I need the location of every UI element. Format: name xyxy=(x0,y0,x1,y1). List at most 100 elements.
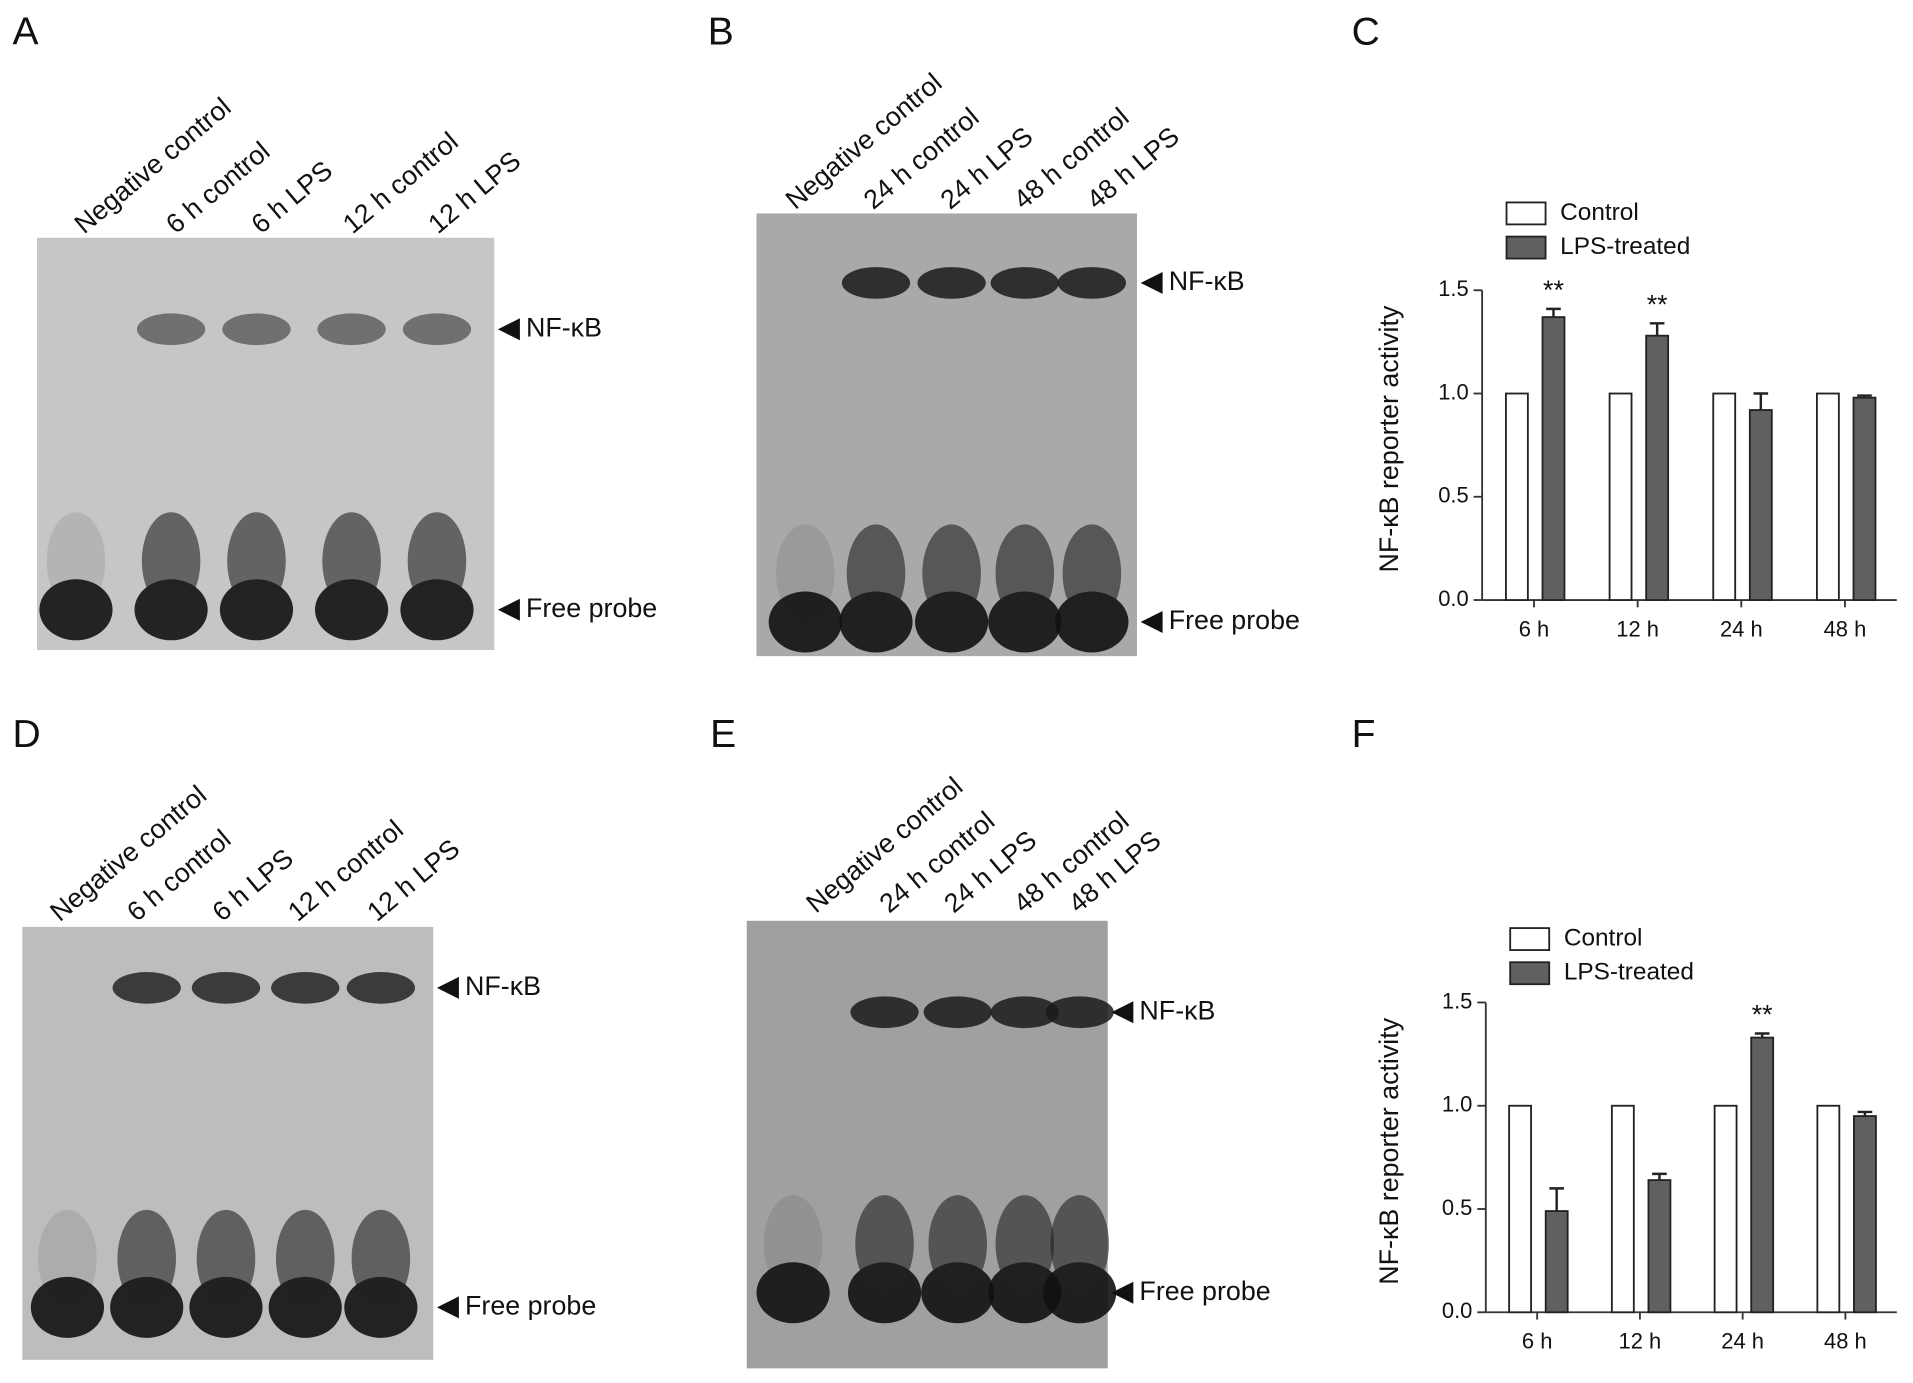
x-tick-label: 48 h xyxy=(1824,616,1867,641)
nfkb-band xyxy=(271,972,340,1004)
error-bar xyxy=(1753,392,1769,411)
bar xyxy=(1508,1104,1532,1314)
x-tick-label: 12 h xyxy=(1619,1329,1662,1354)
legend-swatch xyxy=(1505,235,1547,260)
bar xyxy=(1853,1115,1877,1314)
probe-smear xyxy=(928,1195,987,1293)
x-tick-label: 48 h xyxy=(1824,1329,1867,1354)
nfkb-band xyxy=(841,267,911,299)
probe-smear xyxy=(351,1209,411,1308)
error-bar xyxy=(1549,1187,1565,1212)
legend-label: LPS-treated xyxy=(1564,959,1694,986)
probe-smear xyxy=(38,1209,97,1308)
significance-mark: ** xyxy=(1543,275,1564,305)
y-axis-label: NF-κB reporter activity xyxy=(1374,305,1404,572)
band-label: Free probe xyxy=(465,1290,596,1320)
nfkb-band xyxy=(850,996,919,1029)
nfkb-band xyxy=(917,267,986,299)
panel-letter: A xyxy=(13,10,39,53)
arrowhead xyxy=(1111,1281,1134,1304)
legend-swatch xyxy=(1509,961,1551,986)
probe-smear xyxy=(322,512,381,610)
band-label: Free probe xyxy=(526,593,657,623)
bar xyxy=(1815,392,1840,601)
bar xyxy=(1816,1104,1841,1314)
probe-band xyxy=(768,591,842,653)
probe-band xyxy=(39,579,113,641)
arrowhead xyxy=(1140,611,1163,633)
nfkb-band xyxy=(990,996,1059,1029)
bar xyxy=(1713,1104,1738,1314)
nfkb-band xyxy=(222,313,291,346)
bar xyxy=(1541,316,1566,601)
x-tick-label: 6 h xyxy=(1519,616,1550,641)
probe-smear xyxy=(763,1195,823,1293)
arrowhead xyxy=(1111,1001,1134,1024)
bar xyxy=(1647,1179,1672,1314)
nfkb-band xyxy=(923,996,992,1029)
panel-letter: F xyxy=(1352,713,1376,756)
y-axis-label: NF-κB reporter activity xyxy=(1374,1017,1404,1284)
panel-letter: B xyxy=(708,10,734,53)
error-bar xyxy=(1652,1172,1667,1181)
nfkb-band xyxy=(1057,267,1127,299)
probe-smear xyxy=(995,524,1055,622)
bar xyxy=(1505,392,1529,601)
x-tick-label: 24 h xyxy=(1720,616,1763,641)
bar xyxy=(1544,1210,1569,1314)
arrowhead xyxy=(497,318,520,341)
legend-label: LPS-treated xyxy=(1560,233,1690,260)
band-label: NF-κB xyxy=(526,312,602,342)
probe-smear xyxy=(1062,524,1122,622)
y-tick-label: 0.0 xyxy=(1438,586,1468,611)
significance-mark: ** xyxy=(1752,999,1773,1029)
probe-smear xyxy=(227,512,286,610)
legend-swatch xyxy=(1509,927,1551,951)
probe-band xyxy=(756,1262,830,1324)
y-tick-label: 0.5 xyxy=(1442,1195,1473,1220)
probe-smear xyxy=(117,1209,176,1308)
band-label: Free probe xyxy=(1169,605,1300,635)
probe-smear xyxy=(855,1195,914,1293)
nfkb-band xyxy=(990,267,1059,299)
error-bar xyxy=(1546,307,1561,318)
probe-smear xyxy=(776,524,835,622)
bar xyxy=(1852,396,1877,601)
y-tick-label: 0.5 xyxy=(1438,483,1468,508)
probe-smear xyxy=(995,1195,1055,1293)
probe-smear xyxy=(846,524,906,622)
nfkb-band xyxy=(402,313,472,346)
y-tick-label: 1.5 xyxy=(1442,988,1473,1013)
probe-smear xyxy=(1050,1195,1109,1293)
band-label: NF-κB xyxy=(1139,995,1215,1025)
probe-smear xyxy=(46,512,106,610)
probe-smear xyxy=(141,512,201,610)
panel-letter: E xyxy=(710,713,736,756)
panel-letter: D xyxy=(13,713,41,756)
arrowhead xyxy=(497,598,520,621)
significance-mark: ** xyxy=(1647,289,1668,319)
probe-smear xyxy=(407,512,467,610)
panel-letter: C xyxy=(1352,10,1380,53)
band-label: NF-κB xyxy=(1169,266,1245,296)
x-tick-label: 24 h xyxy=(1721,1329,1764,1354)
y-tick-label: 1.0 xyxy=(1442,1092,1473,1117)
nfkb-band xyxy=(346,972,416,1004)
nfkb-band xyxy=(1045,996,1114,1029)
probe-smear xyxy=(196,1209,256,1308)
bar xyxy=(1748,409,1773,601)
nfkb-band xyxy=(317,313,386,346)
probe-smear xyxy=(922,524,981,622)
y-tick-label: 0.0 xyxy=(1442,1298,1473,1323)
arrowhead xyxy=(436,1296,459,1319)
probe-band xyxy=(30,1276,105,1338)
y-tick-label: 1.0 xyxy=(1438,379,1468,404)
bar xyxy=(1645,334,1670,601)
band-label: Free probe xyxy=(1139,1276,1270,1306)
legend-label: Control xyxy=(1564,925,1643,952)
bar xyxy=(1610,1104,1635,1314)
arrowhead xyxy=(436,976,459,999)
bar xyxy=(1750,1036,1775,1314)
nfkb-band xyxy=(112,972,181,1004)
bar xyxy=(1712,392,1737,601)
